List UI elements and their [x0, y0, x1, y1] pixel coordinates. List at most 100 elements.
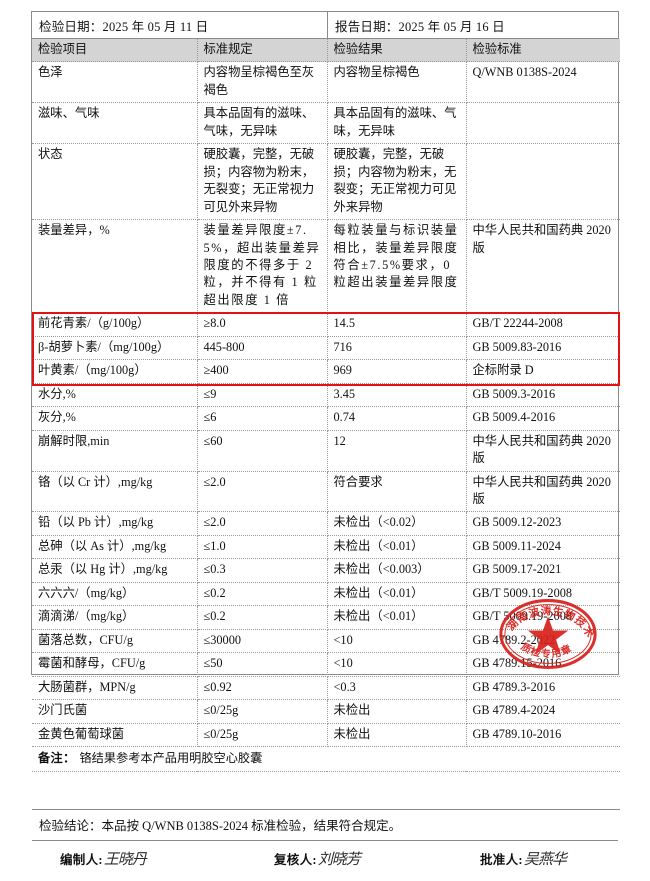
cell-spec: ≤30000 [197, 629, 328, 654]
test-date-label: 检验日期： [39, 19, 103, 34]
cell-result: 0.74 [327, 406, 467, 431]
cell-standard: GB 4789.4-2024 [466, 699, 620, 724]
signature-reviewer-handwriting: 刘晓芳 [317, 850, 361, 869]
cell-item: β-胡萝卜素/（mg/100g） [32, 336, 198, 361]
conclusion-row: 检验结论：本品按 Q/WNB 0138S-2024 标准检验，结果符合规定。 [32, 810, 618, 842]
cell-result: 未检出 [327, 723, 467, 747]
cell-standard [466, 143, 620, 221]
table-row: 灰分,% ≤6 0.74 GB 5009.4-2016 [32, 406, 620, 431]
cell-spec: 硬胶囊，完整，无破损；内容物为粉末，无裂变；无正常视力可见外来异物 [197, 143, 328, 221]
cell-standard: 中华人民共和国药典 2020 版 [466, 219, 620, 314]
cell-item: 水分,% [32, 383, 198, 408]
column-header-spec: 标准规定 [197, 39, 328, 63]
column-header-item: 检验项目 [32, 39, 198, 63]
table-row: 滴滴涕/（mg/kg） ≤0.2 未检出（<0.01） GB/T 5009.19-20… [32, 605, 620, 630]
cell-result: 每粒装量与标识装量相比，装量差异限度符合±7.5%要求，0 粒超出装量差异限度 [327, 219, 467, 314]
cell-item: 金黄色葡萄球菌 [32, 723, 198, 747]
table-row: 状态 硬胶囊，完整，无破损；内容物为粉末，无裂变；无正常视力可见外来异物 硬胶囊，完… [32, 143, 620, 221]
table-row: 滋味、气味 具本品固有的滋味、气味，无异味 具本品固有的滋味、气味，无异味 [32, 102, 620, 145]
cell-standard: GB/T 5009.19-2008 [466, 582, 620, 607]
table-row: 金黄色葡萄球菌 ≤0/25g 未检出 GB 4789.10-2016 [32, 723, 620, 747]
signature-preparer: 编制人:王晓丹 [60, 848, 147, 869]
cell-spec: ≤9 [197, 383, 328, 408]
cell-spec: ≤0.2 [197, 582, 328, 607]
cell-result: 未检出（<0.01） [327, 535, 467, 560]
table-footer: 备注： 铬结果参考本产品用明胶空心胶囊 [32, 746, 620, 811]
cell-spec: ≤0.3 [197, 558, 328, 583]
cell-item: 总砷（以 As 计）,mg/kg [32, 535, 198, 560]
table-row: 霉菌和酵母，CFU/g ≤50 <10 GB 4789.15-2016 [32, 652, 620, 677]
signature-approver-handwriting: 吴燕华 [523, 850, 567, 869]
cell-standard: 中华人民共和国药典 2020 版 [466, 471, 620, 513]
table-row: 总砷（以 As 计）,mg/kg ≤1.0 未检出（<0.01） GB 5009.11… [32, 535, 620, 560]
cell-spec: ≤2.0 [197, 511, 328, 536]
cell-spec: 具本品固有的滋味、气味，无异味 [197, 102, 328, 145]
cell-standard: GB 5009.4-2016 [466, 406, 620, 431]
cell-spec: ≥400 [197, 359, 328, 384]
table-row: 沙门氏菌 ≤0/25g 未检出 GB 4789.4-2024 [32, 699, 620, 724]
cell-spec: ≤0/25g [197, 699, 328, 724]
test-date-cell: 检验日期： 2025 年 05 月 11 日 [32, 12, 328, 38]
column-header-standard: 检验标准 [466, 39, 620, 63]
cell-spec: ≤60 [197, 430, 328, 472]
cell-result: 内容物呈棕褐色 [327, 61, 467, 104]
cell-standard: 企标附录 D [466, 359, 620, 384]
cell-result: <10 [327, 652, 467, 677]
cell-item: 铅（以 Pb 计）,mg/kg [32, 511, 198, 536]
cell-standard: GB/T 22244-2008 [466, 312, 620, 337]
cell-standard [466, 102, 620, 145]
table-row: 铬（以 Cr 计）,mg/kg ≤2.0 符合要求 中华人民共和国药典 2020 版 [32, 471, 620, 513]
cell-result: 未检出（<0.003） [327, 558, 467, 583]
column-header-result: 检验结果 [327, 39, 467, 63]
table-row: 六六六/（mg/kg） ≤0.2 未检出（<0.01） GB/T 5009.19-20… [32, 582, 620, 607]
cell-item: 灰分,% [32, 406, 198, 431]
cell-item: 崩解时限,min [32, 430, 198, 472]
remark-text: 铬结果参考本产品用明胶空心胶囊 [79, 750, 263, 765]
report-date-label: 报告日期： [335, 19, 399, 34]
table-body: 色泽 内容物呈棕褐色至灰褐色 内容物呈棕褐色 Q/WNB 0138S-2024 滋味、气… [32, 61, 620, 747]
remark-cell: 备注： 铬结果参考本产品用明胶空心胶囊 [32, 746, 620, 773]
report-page: 检验日期： 2025 年 05 月 11 日 报告日期： 2025 年 05 月… [31, 11, 620, 868]
table-row: β-胡萝卜素/（mg/100g） 445-800 716 GB 5009.83-201… [32, 336, 620, 361]
signature-row: 编制人:王晓丹 复核人:刘晓芳 批准人:吴燕华 [32, 841, 618, 881]
cell-item: 总汞（以 Hg 计）,mg/kg [32, 558, 198, 583]
cell-result: 具本品固有的滋味、气味，无异味 [327, 102, 467, 145]
cell-spec: ≤50 [197, 652, 328, 677]
cell-spec: ≤0.92 [197, 676, 328, 701]
cell-item: 滴滴涕/（mg/kg） [32, 605, 198, 630]
cell-result: 716 [327, 336, 467, 361]
signature-approver-label: 批准人: [480, 853, 523, 868]
cell-result: 硬胶囊，完整，无破损；内容物为粉末，无裂变；无正常视力可见外来异物 [327, 143, 467, 221]
test-date-value: 2025 年 05 月 11 日 [102, 19, 209, 34]
table-row: 铅（以 Pb 计）,mg/kg ≤2.0 未检出（<0.02） GB 5009.12-… [32, 511, 620, 536]
table-row: 大肠菌群，MPN/g ≤0.92 <0.3 GB 4789.3-2016 [32, 676, 620, 701]
cell-spec: ≥8.0 [197, 312, 328, 337]
cell-standard: GB 4789.10-2016 [466, 723, 620, 747]
conclusion-text: 本品按 Q/WNB 0138S-2024 标准检验，结果符合规定。 [101, 819, 402, 834]
remark-row: 备注： 铬结果参考本产品用明胶空心胶囊 [32, 746, 620, 773]
cell-item: 滋味、气味 [32, 102, 198, 145]
cell-standard: 中华人民共和国药典 2020 版 [466, 430, 620, 472]
cell-item: 前花青素/（g/100g） [32, 312, 198, 337]
conclusion-label: 检验结论： [39, 819, 102, 834]
signature-approver: 批准人:吴燕华 [480, 848, 567, 869]
cell-item: 六六六/（mg/kg） [32, 582, 198, 607]
cell-spec: ≤1.0 [197, 535, 328, 560]
cell-result: 未检出（<0.01） [327, 605, 467, 630]
cell-standard: GB 5009.83-2016 [466, 336, 620, 361]
cell-item: 色泽 [32, 61, 198, 104]
cell-result: 3.45 [327, 383, 467, 408]
cell-result: <0.3 [327, 676, 467, 701]
table-row: 水分,% ≤9 3.45 GB 5009.3-2016 [32, 383, 620, 408]
report-date-cell: 报告日期： 2025 年 05 月 16 日 [328, 12, 618, 38]
signature-reviewer-label: 复核人: [274, 853, 317, 868]
cell-result: 未检出 [327, 699, 467, 724]
report-date-value: 2025 年 05 月 16 日 [398, 19, 505, 34]
cell-item: 菌落总数，CFU/g [32, 629, 198, 654]
cell-standard: GB 5009.17-2021 [466, 558, 620, 583]
signature-preparer-label: 编制人: [60, 853, 103, 868]
cell-result: 符合要求 [327, 471, 467, 513]
cell-standard: GB 5009.12-2023 [466, 511, 620, 536]
table-header-row: 检验项目 标准规定 检验结果 检验标准 [32, 39, 620, 63]
cell-spec: ≤6 [197, 406, 328, 431]
